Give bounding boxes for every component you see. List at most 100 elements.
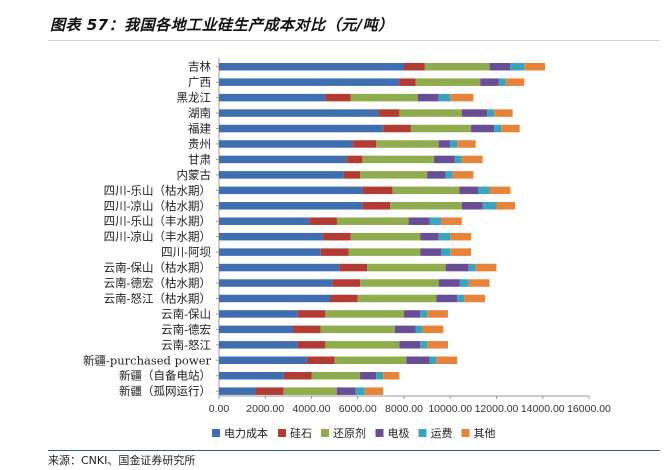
bar-segment [434,155,455,164]
bar-segment [505,78,525,86]
category-label: 四川-乐山（丰水期） [104,214,211,228]
bar-segment [350,93,418,102]
legend-swatch [375,429,384,437]
category-label: 福建 [188,122,211,136]
bar-segment [454,155,462,164]
bar-segment [438,93,451,102]
bar-segment [297,310,326,318]
category-label: 云南-保山 [161,307,211,321]
category-label: 内蒙古 [177,168,212,182]
x-tick-label: 14000.00 [521,403,565,415]
bar-segment [293,325,321,334]
bar-segment [219,109,379,117]
bar-segment [406,356,430,365]
bar-segment [441,248,451,256]
bar-segment [450,248,472,256]
bar-segment [219,93,326,102]
x-tick-label: 12000.00 [475,403,519,415]
bar-segment [404,310,421,318]
bar-segment [219,232,324,241]
bar-segment [390,202,462,210]
bar-segment [339,263,367,272]
bar-segment [450,232,472,241]
bar-segment [353,140,377,148]
bar-segment [219,310,298,318]
x-tick-label: 6000.00 [339,403,377,415]
bar-segment [408,217,430,225]
bar-segment [422,325,444,334]
bar-segment [219,217,310,225]
bar-segment [496,202,515,210]
bar-segment [343,171,361,179]
bar-segment [336,217,409,225]
bar-segment [482,202,497,210]
category-label: 四川-乐山（枯水期） [104,183,211,197]
x-tick-label: 10000.00 [428,403,472,415]
bar-segment [429,217,441,225]
bar-segment [457,140,476,148]
category-label: 甘肃 [188,152,211,166]
bar-segment [438,279,460,287]
bar-segment [362,202,391,210]
bar-segment [489,62,511,71]
bar-segment [427,310,448,318]
bar-segment [330,294,358,303]
bar-segment [219,140,354,148]
bar-segment [438,232,451,241]
bar-segment [487,109,495,117]
bar-segment [415,325,423,334]
title-rule [48,40,660,41]
legend-swatch [418,429,427,437]
bar-segment [334,356,407,365]
legend-label: 电极 [388,426,410,440]
bar-segment [420,341,428,349]
bar-segment [452,171,474,179]
bar-segment [494,109,513,117]
category-label: 黑龙江 [177,91,212,105]
bar-segment [494,124,502,133]
x-tick-label: 16000.00 [567,403,611,415]
bar-segment [360,371,377,380]
bar-segment [468,263,476,272]
category-label: 四川-阿坝 [161,245,211,259]
bar-segment [219,62,404,71]
bar-segment [320,325,395,334]
bar-segment [325,310,404,318]
bar-segment [336,387,356,395]
bar-segment [378,109,400,117]
bar-segment [348,248,421,256]
category-label: 云南-怒江 [161,338,211,352]
bar-segment [219,279,333,287]
bar-segment [399,78,416,86]
bar-segment [424,62,490,71]
category-label: 新疆（孤网运行） [119,384,211,398]
bar-segment [461,109,488,117]
bar-segment [346,155,363,164]
bar-segment [464,294,485,303]
bar-segment [297,341,326,349]
category-label: 云南-怒江（枯水期） [104,291,211,305]
legend-swatch [321,429,329,437]
footer-rule [48,450,660,451]
category-label: 新疆-purchased power [83,353,212,367]
bar-segment [420,232,439,241]
bar-segment [355,387,365,395]
bar-segment [498,78,506,86]
bar-segment [475,263,497,272]
category-label: 云南-保山（枯水期） [104,261,211,275]
bar-segment [489,186,511,195]
bar-segment [367,263,446,272]
bar-segment [360,171,428,179]
category-label: 新疆（自备电站） [119,369,211,383]
bar-segment [501,124,520,133]
bar-segment [445,263,469,272]
x-tick-label: 8000.00 [385,403,423,415]
source-note: 来源：CNKI、国金证券研究所 [48,454,196,467]
bar-segment [360,279,439,287]
x-tick-label: 4000.00 [293,403,331,415]
bar-segment [219,171,344,179]
x-tick-label: 2000.00 [246,403,284,415]
bar-segment [309,217,337,225]
bar-segment [524,62,546,71]
